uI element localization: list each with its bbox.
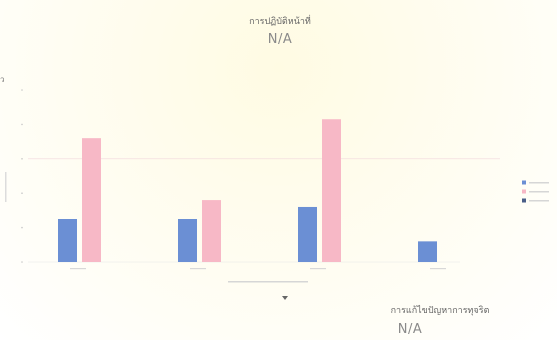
bar-s0-c0 (58, 219, 77, 262)
bar-s1-c1 (202, 200, 221, 262)
legend-label-2 (529, 200, 549, 202)
bar-s0-c2 (298, 206, 317, 262)
bar-s1-c2 (322, 119, 341, 263)
chevron-down-icon[interactable] (282, 296, 288, 300)
legend-label-1 (529, 191, 549, 193)
x-tick-label-3 (430, 268, 446, 270)
bar-s0-c3 (418, 241, 437, 262)
x-tick-label-1 (190, 268, 206, 270)
y-tick-4 (21, 123, 23, 126)
x-tick-label-0 (70, 268, 86, 270)
legend-swatch-2 (522, 198, 526, 203)
y-axis-label (5, 172, 7, 202)
y-tick-1 (21, 226, 23, 229)
panel-value-corruption: N/A (397, 322, 423, 337)
panel-title-corruption: การแก้ไขปัญหาการทุจริต (390, 306, 490, 316)
panel-title-performance: การปฏิบัติหน้าที่ (249, 17, 311, 27)
legend-swatch-1 (522, 189, 526, 194)
panel-value-performance: N/A (267, 32, 293, 47)
bar-chart (5, 89, 549, 283)
y-tick-5 (21, 89, 23, 91)
y-tick-0 (21, 261, 23, 263)
legend-swatch-0 (522, 180, 526, 185)
x-axis-label (228, 281, 308, 283)
plot-area (5, 89, 549, 283)
side-marker: ว (0, 75, 5, 84)
y-tick-3 (21, 158, 23, 160)
x-tick-label-2 (310, 268, 326, 270)
bar-s1-c0 (82, 138, 101, 262)
y-tick-2 (21, 192, 23, 194)
bar-s0-c1 (178, 219, 197, 262)
legend-label-0 (529, 182, 549, 184)
